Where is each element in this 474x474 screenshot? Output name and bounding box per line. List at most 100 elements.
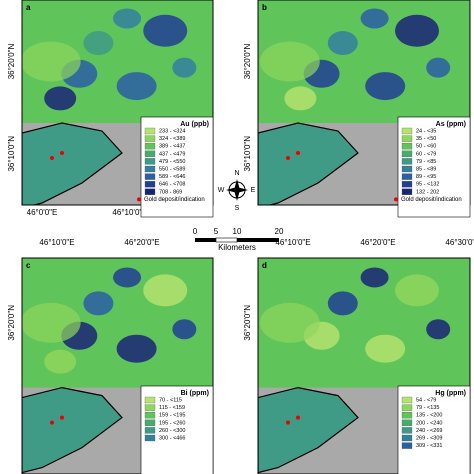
scale-unit: Kilometers [218,243,256,252]
scale-bar [237,238,279,242]
anomaly [365,72,406,101]
legend-item: 195 - <260 [159,420,185,426]
study-area [258,122,359,205]
anomaly [360,267,389,288]
legend-swatch [401,165,413,173]
panel-label: c [26,261,31,270]
anomaly [395,274,439,307]
compass-label: S [235,205,240,212]
legend-swatch [401,150,413,157]
legend-swatch [144,419,156,426]
deposit [286,420,290,425]
anomaly [426,319,451,340]
legend-item: 115 - <159 [159,405,185,411]
legend-item: 60 - <79 [416,151,436,157]
legend-item: 589 - <646 [159,174,185,180]
legend-deposit [137,197,141,202]
lat-label: 36°20'0"N [7,43,16,79]
legend-item: 79 - <85 [416,159,436,165]
legend-swatch [401,404,413,411]
map-panel: c 36°20'0"N 46°10'0"E 46°20'0"E Bi (ppm)70 -… [7,238,214,474]
anomaly [143,14,188,47]
anomaly [327,291,358,316]
anomaly [360,8,389,29]
anomaly [116,334,157,363]
compass-label: N [234,170,239,177]
map-panel: b 36°20'0"N 36°10'0"N As (ppm)24 - <35 35 - … [243,0,471,218]
legend-item: 85 - <89 [416,166,436,172]
legend-swatch [401,135,413,142]
legend-note: Gold deposit/indication [144,197,205,203]
lon-label: 46°20'0"E [360,238,395,247]
anomaly [172,57,197,78]
legend-swatch [144,127,156,135]
anomaly [22,41,81,82]
legend-swatch [144,396,156,404]
legend-swatch [401,396,413,404]
anomaly [426,57,451,78]
panel-border [257,257,471,474]
legend-swatch [144,143,156,150]
legend-title: Hg (ppm) [435,390,466,397]
anomaly [259,302,320,343]
map-panel: d 36°20'0"N 46°10'0"E 46°20'0"E 46°30'0"E Hg … [243,238,474,474]
legend-swatch [144,173,156,180]
scale-tick: 5 [214,227,219,236]
legend-swatch [401,127,413,135]
legend-swatch [144,404,156,411]
legend-item: 89 - <95 [416,174,436,180]
legend-swatch [401,412,413,419]
scale-bar [215,237,238,243]
lat-label: 36°20'0"N [7,305,16,341]
legend-swatch [144,158,156,165]
deposit [60,415,64,420]
map-panel: a 36°20'0"N 36°10'0"N 46°0'0"E 46°10'0"E Au (… [7,0,214,218]
compass-label: W [218,187,225,194]
legend-swatch [401,419,413,426]
legend-item: 309 - <331 [416,443,442,449]
lat-label: 36°10'0"N [7,136,16,172]
legend-deposit [394,197,398,202]
lon-label: 46°20'0"E [124,238,159,247]
anomaly [113,267,142,288]
scale-tick: 10 [233,227,242,236]
lat-label: 36°20'0"N [243,43,252,79]
lon-label: 46°10'0"E [39,238,74,247]
legend-item: 389 - <437 [159,144,185,150]
legend-item: 479 - <550 [159,159,185,165]
deposit [50,156,54,160]
legend-title: Bi (ppm) [181,390,209,397]
lon-label: 46°10'0"E [275,238,310,247]
anomaly [83,31,114,56]
legend-swatch [401,442,413,449]
map [22,0,213,205]
legend-swatch [401,427,413,434]
panel-border [257,0,471,206]
legend-item: 200 - <240 [416,420,442,426]
compass-label: E [251,187,256,194]
legend-item: 550 - <589 [159,166,185,172]
anomaly [143,274,188,307]
scale-tick: 0 [193,227,198,236]
anomaly [259,41,320,82]
legend-item: 269 - <309 [416,435,442,441]
legend-swatch [144,434,156,442]
legend-item: 35 - <50 [416,136,436,142]
anomaly [44,349,77,374]
legend-swatch [144,427,156,434]
lon-label: 46°10'0"E [112,208,147,217]
lon-label: 46°0'0"E [27,208,58,217]
anomaly [284,349,317,374]
study-area [22,122,123,205]
deposit [296,415,300,420]
legend-swatch [144,165,156,173]
legend-item: 260 - <300 [159,428,185,434]
deposit [296,151,300,155]
legend-item: 437 - <479 [159,151,185,157]
legend-item: 79 - <135 [416,405,439,411]
legend-swatch [144,412,156,419]
panel-border [21,0,214,206]
lon-label: 46°30'0"E [445,238,474,247]
legend-item: 233 - <324 [159,128,185,134]
legend-item: 132 - 202 [416,189,439,195]
